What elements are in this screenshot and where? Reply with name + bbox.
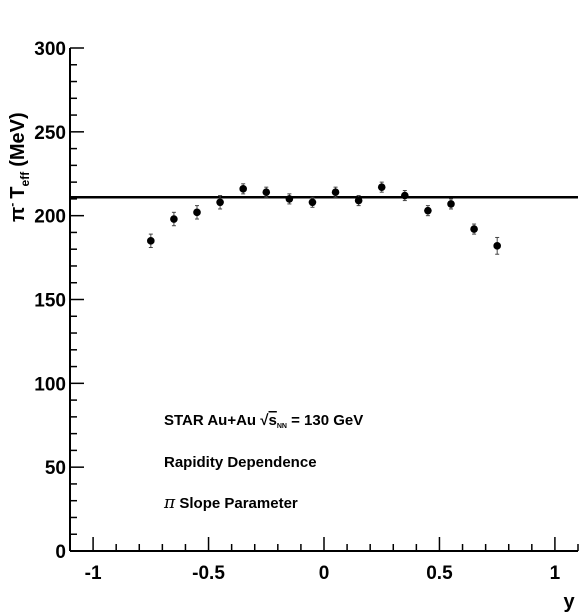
data-points-group <box>147 181 501 255</box>
data-point <box>447 200 455 208</box>
y-axis-title: π- Teff (MeV) <box>5 112 32 222</box>
y-tick-label: 0 <box>55 542 66 563</box>
y-tick-label: 250 <box>34 123 66 144</box>
data-point <box>493 242 501 250</box>
data-point <box>424 206 432 215</box>
data-point <box>377 183 386 191</box>
annotation-pi-symbol: π <box>163 493 176 513</box>
x-tick-label: 0.5 <box>426 563 453 584</box>
plot-frame <box>69 48 578 552</box>
x-ticks-group: -1 -0.5 0 0.5 1 <box>69 537 579 584</box>
annotation-line-1-post: = 130 GeV <box>287 412 363 429</box>
data-point <box>216 198 224 207</box>
y-ticks-group: 0 50 100 150 200 250 300 <box>34 39 84 563</box>
annotation-nn-subscript: NN <box>277 423 287 430</box>
annotation-s: s <box>268 412 276 429</box>
x-tick-label: -0.5 <box>192 563 225 584</box>
x-tick-label: 0 <box>319 563 330 584</box>
data-point <box>285 195 294 203</box>
x-tick-label: 1 <box>550 563 561 584</box>
y-axis-title-T: T <box>7 186 29 198</box>
data-point <box>331 188 340 196</box>
annotation-line-3-text: Slope Parameter <box>175 495 298 512</box>
data-point <box>262 188 271 196</box>
x-tick-label: -1 <box>85 563 102 584</box>
annotation-line-3: π Slope Parameter <box>163 493 298 513</box>
y-tick-label: 100 <box>34 374 66 395</box>
annotation-line-1-pre: STAR Au+Au <box>164 412 260 429</box>
data-point <box>401 191 409 200</box>
y-tick-label: 150 <box>34 291 66 312</box>
data-point <box>239 185 247 193</box>
data-point <box>170 215 178 223</box>
data-point <box>354 196 363 205</box>
y-axis-title-sub: eff <box>18 171 32 187</box>
y-axis-title-sup: - <box>5 203 19 207</box>
data-point <box>193 208 201 217</box>
y-tick-label: 300 <box>34 39 66 60</box>
data-point <box>470 225 478 233</box>
data-point <box>308 198 317 207</box>
y-axis-title-unit: (MeV) <box>7 112 29 166</box>
y-axis-title-pi: π <box>7 207 29 222</box>
data-point <box>147 237 155 245</box>
y-tick-label: 50 <box>45 458 66 479</box>
annotation-sqrt-symbol: √ <box>260 412 269 429</box>
annotation-line-2: Rapidity Dependence <box>164 454 317 471</box>
x-axis-title: y <box>563 591 575 613</box>
y-tick-label: 200 <box>34 207 66 228</box>
annotation-line-1: STAR Au+Au √sNN = 130 GeV <box>164 412 363 430</box>
